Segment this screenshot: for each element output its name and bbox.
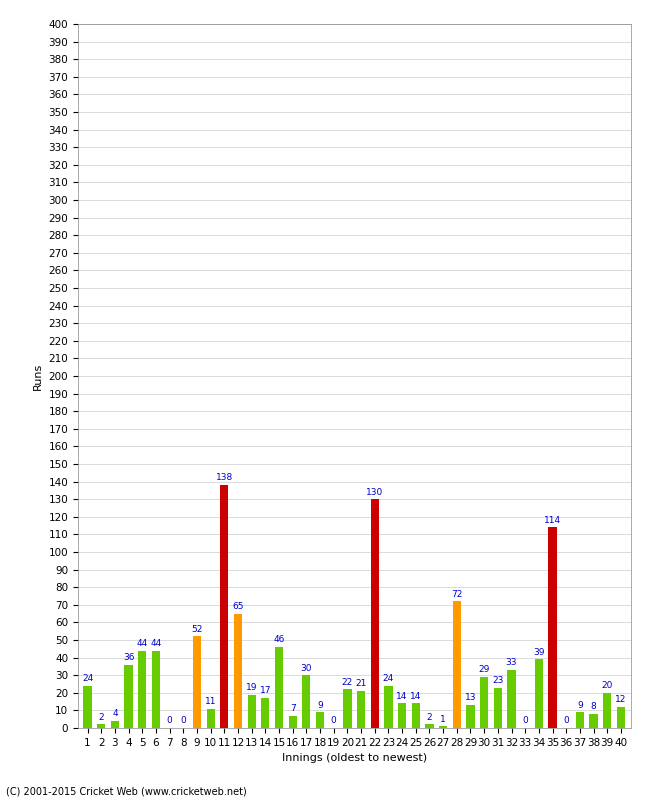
Bar (508, 670, 515, 728)
Bar (425, 725, 434, 728)
Bar (125, 665, 133, 728)
Bar (494, 687, 502, 728)
Text: 2: 2 (426, 713, 432, 722)
Text: 21: 21 (356, 679, 367, 688)
Text: 8: 8 (591, 702, 597, 711)
Bar (261, 698, 270, 728)
Text: 9: 9 (577, 701, 583, 710)
Text: 44: 44 (136, 639, 148, 648)
Text: 7: 7 (290, 704, 296, 713)
Text: 0: 0 (167, 716, 172, 726)
Text: 2: 2 (98, 713, 104, 722)
Bar (452, 602, 461, 728)
Bar (152, 650, 160, 728)
Text: 44: 44 (150, 639, 162, 648)
Text: 24: 24 (383, 674, 394, 683)
Bar (220, 485, 228, 728)
Text: 52: 52 (191, 625, 203, 634)
Bar (289, 716, 297, 728)
Text: 29: 29 (478, 666, 490, 674)
Bar (411, 703, 420, 728)
Bar (316, 712, 324, 728)
X-axis label: Innings (oldest to newest): Innings (oldest to newest) (281, 754, 427, 763)
Text: 14: 14 (396, 692, 408, 701)
Bar (97, 725, 105, 728)
Bar (138, 650, 146, 728)
Text: 14: 14 (410, 692, 421, 701)
Bar (302, 675, 311, 728)
Bar (535, 659, 543, 728)
Text: 138: 138 (216, 474, 233, 482)
Text: 24: 24 (82, 674, 93, 683)
Bar (193, 637, 201, 728)
Text: 30: 30 (301, 663, 312, 673)
Text: 130: 130 (366, 487, 384, 497)
Text: (C) 2001-2015 Cricket Web (www.cricketweb.net): (C) 2001-2015 Cricket Web (www.cricketwe… (6, 786, 247, 796)
Bar (603, 693, 612, 728)
Bar (370, 499, 379, 728)
Text: 0: 0 (331, 716, 337, 726)
Text: 17: 17 (259, 686, 271, 695)
Bar (207, 709, 215, 728)
Bar (357, 691, 365, 728)
Text: 13: 13 (465, 694, 476, 702)
Bar (617, 707, 625, 728)
Text: 33: 33 (506, 658, 517, 667)
Text: 36: 36 (123, 653, 135, 662)
Bar (549, 527, 556, 728)
Bar (439, 726, 447, 728)
Text: 39: 39 (533, 648, 545, 657)
Text: 0: 0 (564, 716, 569, 726)
Text: 19: 19 (246, 683, 257, 692)
Bar (343, 690, 352, 728)
Text: 1: 1 (440, 714, 446, 724)
Bar (480, 677, 488, 728)
Text: 20: 20 (601, 681, 613, 690)
Text: 0: 0 (181, 716, 186, 726)
Bar (83, 686, 92, 728)
Text: 0: 0 (523, 716, 528, 726)
Bar (384, 686, 393, 728)
Text: 9: 9 (317, 701, 323, 710)
Text: 11: 11 (205, 697, 216, 706)
Text: 22: 22 (342, 678, 353, 686)
Bar (111, 721, 119, 728)
Bar (576, 712, 584, 728)
Bar (275, 647, 283, 728)
Text: 114: 114 (544, 516, 561, 525)
Text: 65: 65 (232, 602, 244, 611)
Bar (398, 703, 406, 728)
Text: 4: 4 (112, 710, 118, 718)
Bar (467, 705, 474, 728)
Bar (248, 694, 256, 728)
Text: 46: 46 (274, 635, 285, 645)
Text: 12: 12 (616, 695, 627, 704)
Text: 23: 23 (492, 676, 504, 685)
Y-axis label: Runs: Runs (33, 362, 43, 390)
Bar (234, 614, 242, 728)
Bar (590, 714, 598, 728)
Text: 72: 72 (451, 590, 463, 598)
